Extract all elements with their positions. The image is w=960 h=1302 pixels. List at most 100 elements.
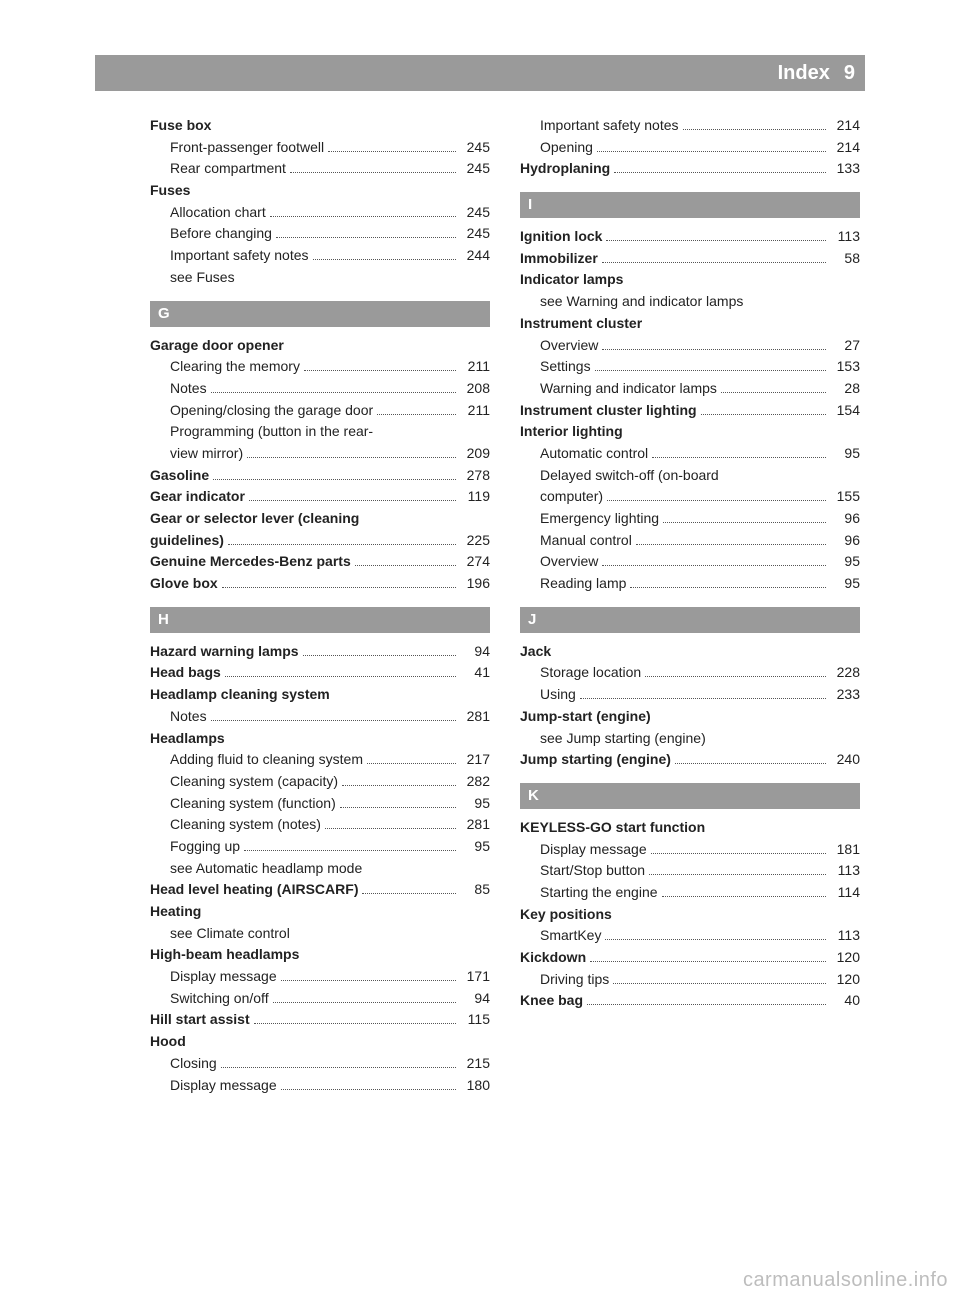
leader-dots [701, 414, 826, 415]
index-heading: Gear or selector lever (cleaning [150, 508, 490, 530]
index-label: Display message [170, 966, 277, 988]
index-subentry: Adding fluid to cleaning system217 [150, 749, 490, 771]
leader-dots [303, 655, 456, 656]
leader-dots [683, 129, 826, 130]
index-entry: Glove box196 [150, 573, 490, 595]
index-page: 95 [830, 573, 860, 595]
index-subentry: Driving tips120 [520, 969, 860, 991]
index-subentry-plain: see Climate control [150, 923, 490, 945]
index-label: Storage location [540, 662, 641, 684]
index-heading: Instrument cluster [520, 313, 860, 335]
leader-dots [649, 874, 826, 875]
index-subentry: Clearing the memory211 [150, 356, 490, 378]
index-label: Manual control [540, 530, 632, 552]
index-subentry-plain: see Fuses [150, 267, 490, 289]
leader-dots [652, 457, 826, 458]
index-page: 282 [460, 771, 490, 793]
index-entry: guidelines)225 [150, 530, 490, 552]
index-page: 244 [460, 245, 490, 267]
index-subentry-plain: see Warning and indicator lamps [520, 291, 860, 313]
index-label: Opening [540, 137, 593, 159]
index-page: 154 [830, 400, 860, 422]
index-subentry: SmartKey113 [520, 925, 860, 947]
index-subentry: Cleaning system (function)95 [150, 793, 490, 815]
index-subentry: Cleaning system (capacity)282 [150, 771, 490, 793]
index-label: Hydroplaning [520, 158, 610, 180]
section-letter: H [150, 607, 490, 633]
leader-dots [580, 698, 826, 699]
leader-dots [605, 939, 826, 940]
index-label: Gear indicator [150, 486, 245, 508]
leader-dots [587, 1004, 826, 1005]
index-label: Knee bag [520, 990, 583, 1012]
leader-dots [273, 1002, 456, 1003]
index-subentry: Display message180 [150, 1075, 490, 1097]
index-heading: Headlamps [150, 728, 490, 750]
index-page: 95 [830, 551, 860, 573]
index-entry: Genuine Mercedes-Benz parts274 [150, 551, 490, 573]
index-page: 113 [830, 226, 860, 248]
index-label: Hazard warning lamps [150, 641, 299, 663]
index-label: Adding fluid to cleaning system [170, 749, 363, 771]
leader-dots [281, 1089, 456, 1090]
index-heading: High-beam headlamps [150, 944, 490, 966]
index-entry: Head bags41 [150, 662, 490, 684]
index-label: Cleaning system (function) [170, 793, 336, 815]
index-page: 228 [830, 662, 860, 684]
index-page: 211 [460, 400, 490, 422]
leader-dots [355, 565, 456, 566]
index-heading: Hood [150, 1031, 490, 1053]
index-subentry: computer)155 [520, 486, 860, 508]
index-subentry: Emergency lighting96 [520, 508, 860, 530]
leader-dots [595, 370, 826, 371]
leader-dots [362, 893, 456, 894]
index-subentry: Manual control 96 [520, 530, 860, 552]
index-entry: Ignition lock113 [520, 226, 860, 248]
index-label: Opening/closing the garage door [170, 400, 373, 422]
leader-dots [313, 259, 456, 260]
index-page: 225 [460, 530, 490, 552]
index-page: 85 [460, 879, 490, 901]
leader-dots [304, 370, 456, 371]
index-heading: Fuse box [150, 115, 490, 137]
leader-dots [597, 151, 826, 152]
index-label: Important safety notes [540, 115, 679, 137]
leader-dots [247, 457, 456, 458]
index-heading: Garage door opener [150, 335, 490, 357]
leader-dots [211, 720, 456, 721]
leader-dots [342, 785, 456, 786]
section-letter: I [520, 192, 860, 218]
index-label: Instrument cluster lighting [520, 400, 697, 422]
index-label: Warning and indicator lamps [540, 378, 717, 400]
index-page: 214 [830, 137, 860, 159]
index-label: Overview [540, 335, 598, 357]
index-label: Start/Stop button [540, 860, 645, 882]
index-entry: Knee bag40 [520, 990, 860, 1012]
index-subentry: Display message181 [520, 839, 860, 861]
right-column: Important safety notes214Opening 214 Hydro… [520, 115, 860, 1096]
index-page: 113 [830, 860, 860, 882]
index-page: 119 [460, 486, 490, 508]
index-subentry: Warning and indicator lamps28 [520, 378, 860, 400]
index-page: 96 [830, 530, 860, 552]
index-label: Important safety notes [170, 245, 309, 267]
index-heading: Heating [150, 901, 490, 923]
index-label: computer) [540, 486, 603, 508]
leader-dots [590, 961, 826, 962]
index-page: 245 [460, 158, 490, 180]
index-page: 114 [830, 882, 860, 904]
leader-dots [651, 853, 826, 854]
index-page: 113 [830, 925, 860, 947]
index-page: 94 [460, 988, 490, 1010]
leader-dots [249, 500, 456, 501]
index-label: Cleaning system (notes) [170, 814, 321, 836]
index-label: Glove box [150, 573, 218, 595]
index-heading: Headlamp cleaning system [150, 684, 490, 706]
index-label: Starting the engine [540, 882, 658, 904]
leader-dots [276, 237, 456, 238]
index-label: Head bags [150, 662, 221, 684]
index-label: Display message [540, 839, 647, 861]
index-subentry: Important safety notes214 [520, 115, 860, 137]
leader-dots [602, 262, 826, 263]
leader-dots [213, 479, 456, 480]
